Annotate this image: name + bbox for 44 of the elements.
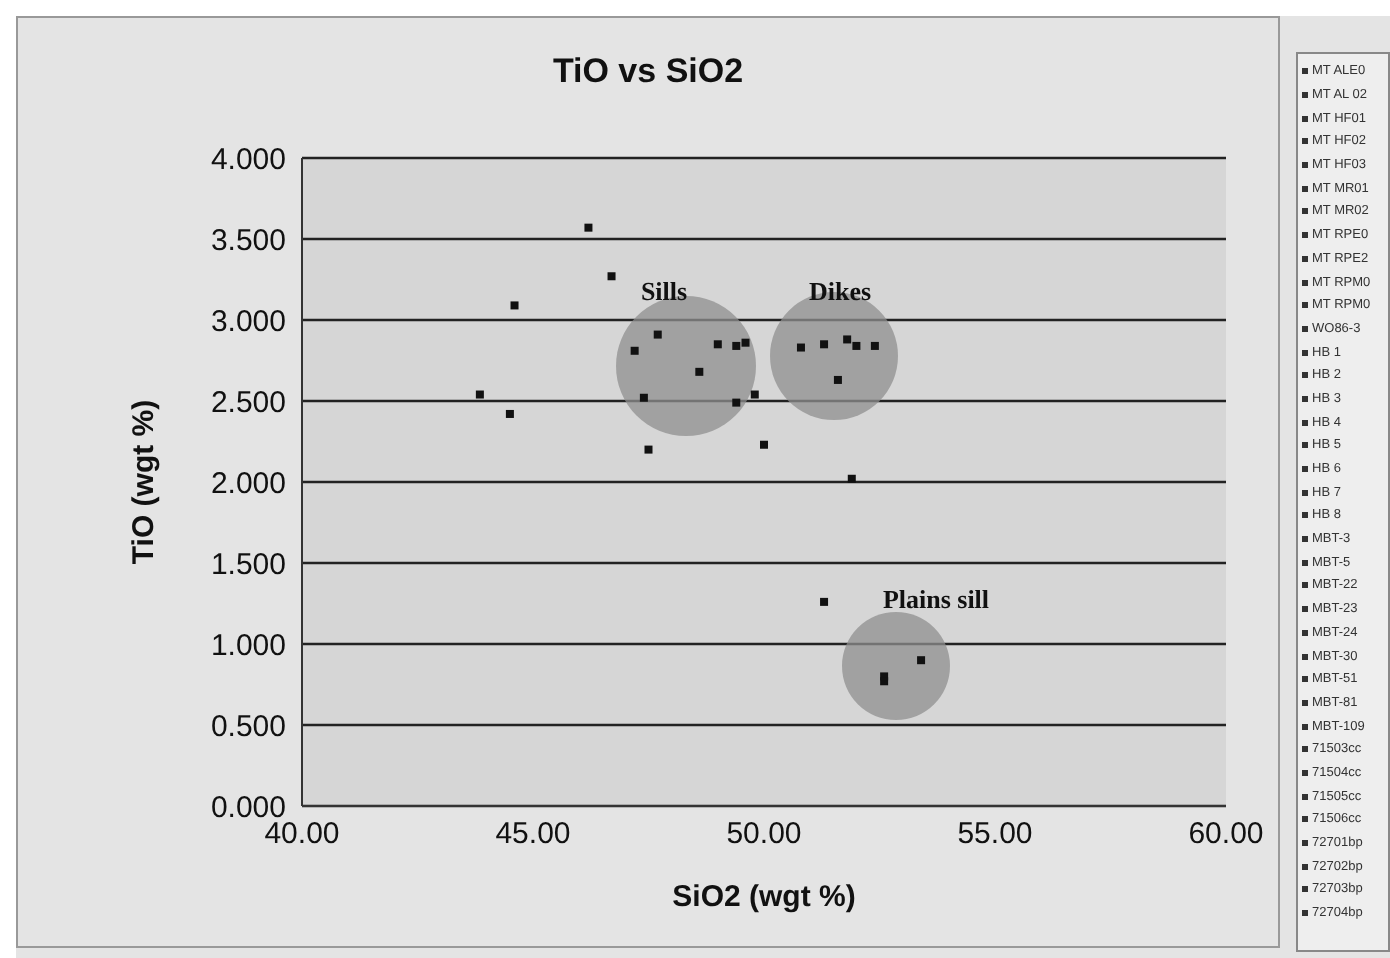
y-tick-label: 0.500	[210, 709, 286, 744]
y-tick-label: 2.500	[210, 385, 286, 420]
point	[713, 340, 722, 349]
point	[760, 440, 768, 449]
point	[584, 223, 593, 232]
point	[820, 340, 829, 349]
x-tick-label: 55.00	[957, 817, 1033, 852]
y-tick-label: 1.000	[210, 628, 286, 663]
x-tick-label: 60.00	[1188, 817, 1264, 852]
y-tick-label: 1.500	[210, 547, 286, 582]
point	[741, 338, 750, 347]
annotation: Dikes	[808, 276, 872, 306]
point	[695, 367, 704, 376]
chart-title: TiO vs SiO2	[550, 52, 746, 92]
point	[607, 272, 616, 281]
point	[880, 677, 889, 686]
y-tick-label: 4.000	[210, 142, 286, 177]
point	[833, 375, 842, 384]
annotation: Sills	[640, 276, 688, 306]
annotation: Plains sill	[882, 584, 990, 614]
y-tick-label: 3.500	[210, 223, 286, 258]
point	[475, 390, 484, 399]
y-tick-label: 2.000	[210, 466, 286, 501]
point	[847, 474, 856, 483]
point	[510, 301, 519, 310]
point	[644, 445, 653, 454]
point	[843, 335, 852, 344]
point	[750, 390, 759, 399]
point	[505, 409, 514, 418]
x-tick-label: 50.00	[726, 817, 802, 852]
point	[732, 341, 741, 350]
point	[852, 341, 861, 350]
point	[732, 398, 741, 407]
point	[870, 341, 879, 350]
point	[653, 330, 662, 339]
point	[820, 597, 829, 606]
point	[630, 346, 639, 355]
point	[796, 343, 805, 352]
x-tick-label: 45.00	[495, 817, 571, 852]
point	[639, 393, 648, 402]
y-axis-title: TiO (wgt %)	[126, 399, 161, 565]
y-tick-label: 3.000	[210, 304, 286, 339]
x-axis-title: SiO2 (wgt %)	[672, 880, 856, 914]
point	[917, 656, 926, 665]
